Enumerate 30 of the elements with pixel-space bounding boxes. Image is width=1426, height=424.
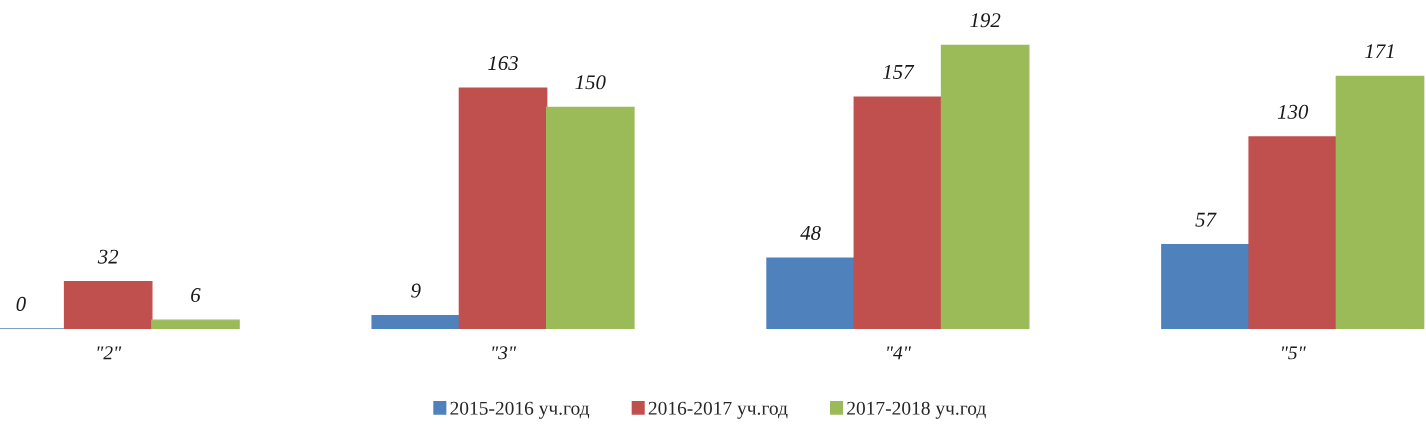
data-label: 171: [1365, 44, 1394, 59]
bar: [151, 319, 240, 330]
x-tick-label: "5": [1282, 346, 1306, 360]
data-label: 57: [1195, 212, 1217, 227]
data-label: 157: [883, 65, 915, 79]
legend-label: 2016-2017 уч.год: [648, 401, 788, 419]
bar: [1161, 244, 1250, 330]
x-tick-label: "3": [492, 346, 517, 360]
data-label: 130: [1277, 104, 1309, 119]
data-label: 6: [191, 288, 201, 303]
data-label: 192: [970, 13, 1001, 28]
bar: [1248, 136, 1338, 330]
bar: [853, 96, 943, 330]
data-label: 150: [575, 75, 606, 90]
data-label: 163: [488, 56, 518, 71]
data-label: 48: [800, 225, 821, 240]
bar: [545, 106, 635, 330]
bar: [371, 315, 461, 330]
data-label: 9: [411, 283, 421, 298]
x-tick-label: "2": [97, 346, 122, 360]
bar: [458, 87, 548, 330]
bar: [766, 257, 855, 330]
data-label: 32: [97, 249, 119, 264]
bar: [940, 44, 1030, 330]
x-tick-label: "4": [887, 346, 911, 360]
bar: [1335, 75, 1425, 330]
bar: [63, 281, 153, 330]
legend-label: 2017-2018 уч.год: [847, 401, 986, 419]
data-label: 0: [16, 296, 26, 311]
legend-label: 2015-2016 уч.год: [450, 401, 590, 419]
